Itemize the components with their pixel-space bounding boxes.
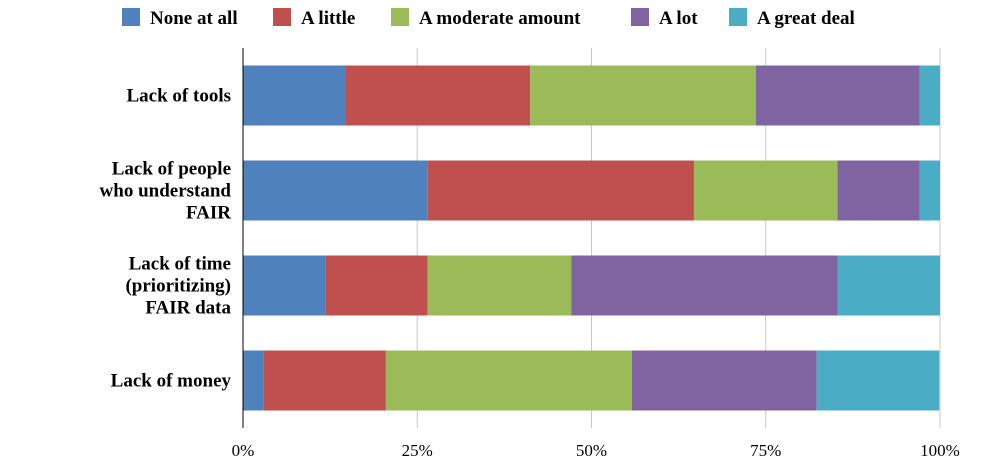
bar-segment	[243, 350, 264, 411]
category-label: Lack of tools	[127, 86, 232, 107]
category-label: Lack of money	[111, 371, 232, 392]
bar-segment	[345, 65, 531, 126]
bar-segment	[530, 65, 756, 126]
bars	[243, 65, 940, 411]
legend-label: None at all	[150, 8, 238, 29]
bar-segment	[837, 160, 920, 221]
bar-segment	[693, 160, 838, 221]
legend-swatch	[273, 8, 291, 26]
legend-label: A moderate amount	[419, 8, 581, 29]
category-label: Lack of people who understand FAIR	[100, 159, 232, 224]
bar-segment	[325, 255, 428, 316]
legend-label: A little	[301, 8, 355, 29]
bar-segment	[816, 350, 940, 411]
x-tick-label: 50%	[576, 441, 607, 460]
bar-segment	[755, 65, 920, 126]
bar-segment	[571, 255, 838, 316]
bar-segment	[243, 255, 326, 316]
legend-swatch	[631, 8, 649, 26]
legend-label: A lot	[659, 8, 698, 29]
legend-swatch	[729, 8, 747, 26]
x-tick-label: 100%	[920, 441, 960, 460]
x-tick-labels: 0% 25% 50% 75% 100%	[232, 441, 960, 460]
x-tick-label: 0%	[232, 441, 255, 460]
x-tick-label: 75%	[750, 441, 781, 460]
legend-swatch	[122, 8, 140, 26]
bar-segment	[243, 160, 428, 221]
bar-segment	[919, 65, 940, 126]
bar-segment	[385, 350, 632, 411]
bar-segment	[263, 350, 386, 411]
category-labels: Lack of tools Lack of people who understan…	[100, 86, 232, 392]
bar-segment	[631, 350, 817, 411]
x-tick-label: 25%	[402, 441, 433, 460]
bar-segment	[427, 255, 572, 316]
legend: None at all A little A moderate amount A lo…	[122, 8, 855, 29]
bar-segment	[427, 160, 694, 221]
legend-label: A great deal	[757, 8, 855, 29]
legend-swatch	[391, 8, 409, 26]
bar-segment	[243, 65, 346, 126]
bar-segment	[837, 255, 940, 316]
bar-segment	[919, 160, 940, 221]
category-label: Lack of time (prioritizing) FAIR data	[125, 254, 231, 319]
